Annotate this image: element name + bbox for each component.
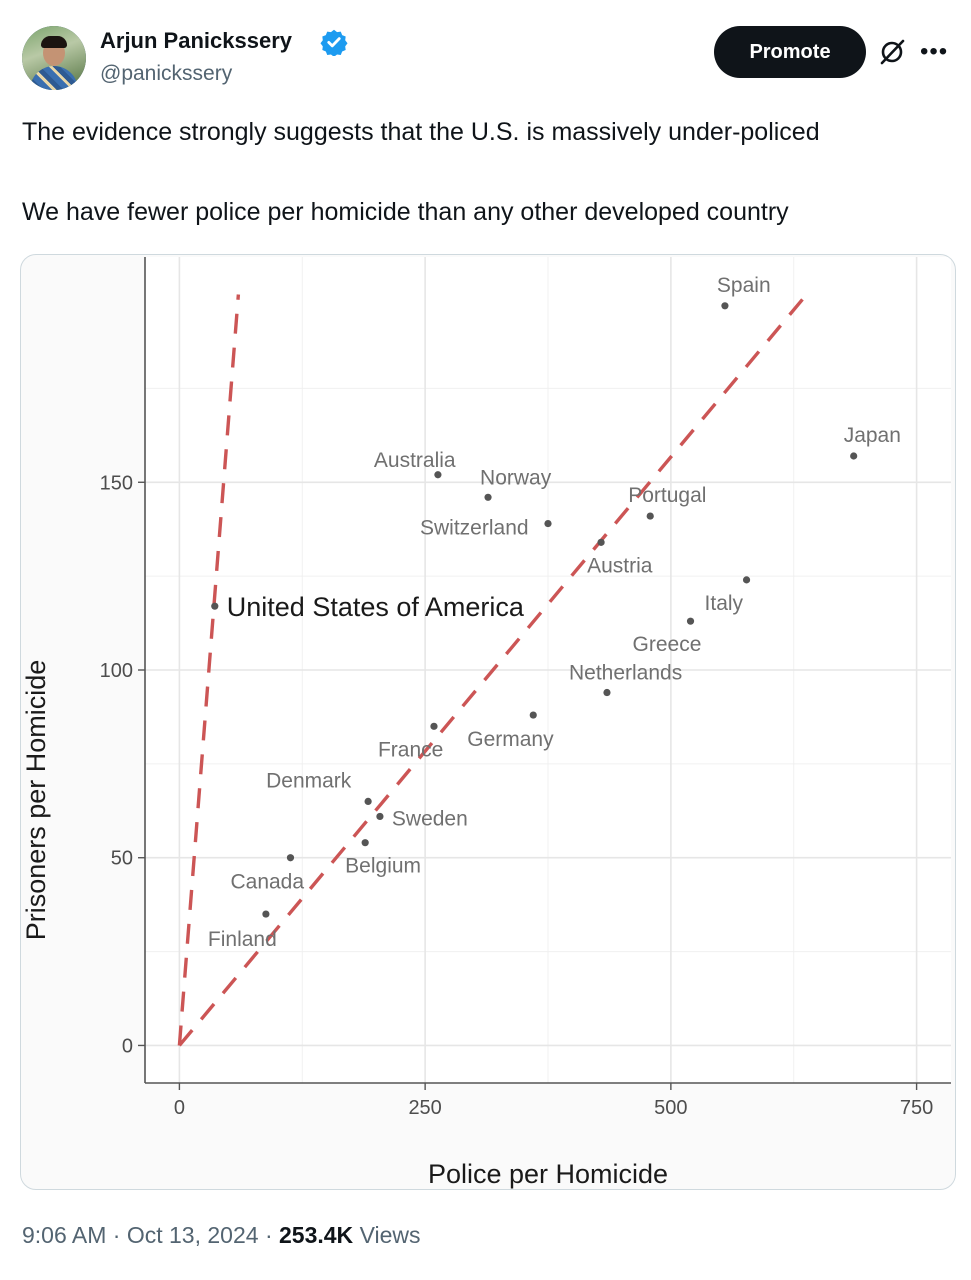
point-label: France — [378, 738, 443, 761]
data-point — [742, 576, 751, 584]
data-point — [262, 910, 270, 918]
data-point — [434, 471, 442, 479]
data-point — [286, 854, 295, 862]
x-tick-label: 250 — [408, 1097, 441, 1119]
views-count: 253.4K — [279, 1222, 354, 1248]
x-tick-label: 500 — [654, 1097, 687, 1119]
point-label: Greece — [633, 633, 702, 656]
data-point — [361, 839, 369, 847]
point-label: Spain — [717, 274, 771, 297]
views-label: Views — [359, 1222, 421, 1248]
data-point — [529, 711, 537, 719]
point-label: Japan — [844, 424, 901, 447]
y-axis-title: Prisoners per Homicide — [21, 660, 51, 941]
tweet-text-line-1: The evidence strongly suggests that the … — [22, 118, 820, 146]
data-point — [430, 722, 438, 730]
meta-separator: · — [264, 1222, 273, 1248]
y-tick-label: 150 — [100, 472, 133, 494]
point-label: Finland — [208, 928, 277, 951]
reference-line-1 — [177, 294, 241, 1046]
point-label: Portugal — [628, 484, 706, 507]
promote-button[interactable]: Promote — [714, 26, 866, 78]
more-icon[interactable]: ••• — [920, 38, 949, 65]
point-label: Denmark — [266, 769, 352, 792]
point-label: Belgium — [345, 855, 421, 878]
data-point — [597, 538, 605, 546]
x-tick-label: 0 — [174, 1097, 185, 1119]
tweet-time[interactable]: 9:06 AM — [22, 1222, 107, 1248]
data-point — [721, 302, 729, 310]
data-point — [544, 519, 552, 528]
point-label: Italy — [705, 592, 744, 615]
data-point — [484, 493, 492, 501]
point-label: Australia — [374, 449, 456, 472]
author-handle[interactable]: @panickssery — [100, 62, 233, 85]
scatter-chart: 0 250 500 750 0 50 100 150 Police per Homicide Pr… — [21, 257, 951, 1189]
data-point — [376, 812, 384, 821]
x-tick-label: 750 — [900, 1097, 933, 1119]
y-tick-label: 100 — [100, 660, 133, 682]
point-label: United States of America — [227, 592, 525, 622]
tweet-text-line-2: We have fewer police per homicide than a… — [22, 198, 789, 226]
point-label: Switzerland — [420, 517, 529, 540]
meta-separator: · — [112, 1222, 121, 1248]
y-tick-label: 50 — [111, 848, 133, 870]
data-point — [850, 452, 858, 460]
tweet-image-chart[interactable]: 0 250 500 750 0 50 100 150 Police per Homicide Pr… — [20, 254, 956, 1190]
point-label: Austria — [587, 554, 653, 577]
data-point — [646, 512, 654, 520]
verified-badge-icon — [320, 29, 348, 56]
avatar[interactable] — [22, 26, 86, 90]
tweet-date[interactable]: Oct 13, 2024 — [126, 1222, 259, 1248]
tweet-meta: 9:06 AM · Oct 13, 2024 · 253.4K Views — [22, 1222, 421, 1249]
reference-line-2 — [178, 293, 808, 1047]
point-label: Germany — [467, 728, 554, 751]
data-point — [603, 688, 611, 697]
point-label: Netherlands — [569, 662, 682, 685]
x-axis-title: Police per Homicide — [428, 1159, 668, 1189]
point-label: Sweden — [392, 807, 468, 830]
author-name[interactable]: Arjun Panickssery — [100, 28, 292, 53]
data-point — [364, 797, 372, 806]
y-tick-label: 0 — [122, 1035, 133, 1057]
point-label: Canada — [230, 871, 304, 894]
point-label: Norway — [480, 466, 552, 489]
data-point — [211, 602, 219, 610]
data-point — [686, 617, 695, 625]
grok-icon[interactable] — [876, 36, 908, 68]
